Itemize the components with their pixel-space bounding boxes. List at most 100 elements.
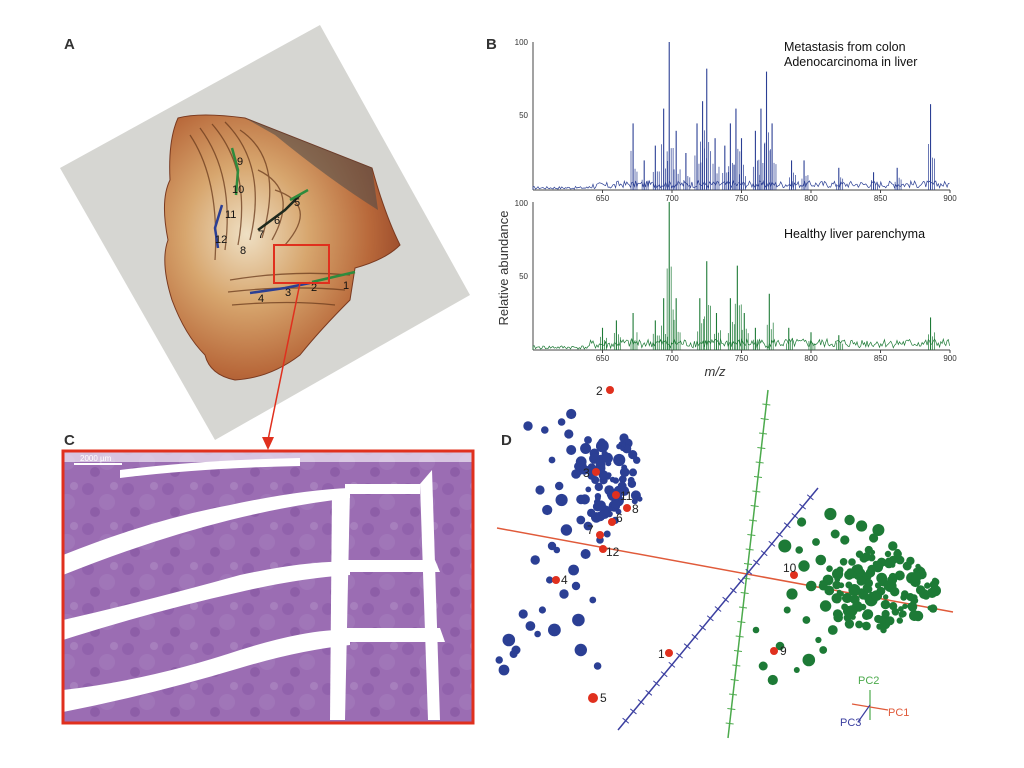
axis-tick xyxy=(727,708,736,710)
pca-point-healthy xyxy=(896,617,903,624)
tumor-annotation-line-1: Metastasis from colon xyxy=(784,40,906,54)
pca-point-healthy xyxy=(840,535,850,545)
pca-point-healthy xyxy=(767,674,778,686)
pca-point-healthy xyxy=(798,560,810,572)
pca-point-healthy xyxy=(778,539,792,553)
panel-letter-b: B xyxy=(486,36,497,53)
pca-point-tumor xyxy=(593,662,602,670)
sample-label-1: 1 xyxy=(658,647,665,661)
pca-point-healthy xyxy=(911,597,919,604)
sample-dot-12 xyxy=(599,545,607,553)
x-tick-label: 800 xyxy=(804,194,818,203)
pca-point-healthy xyxy=(841,603,849,611)
pca-point-tumor xyxy=(555,481,564,491)
pca-point-healthy xyxy=(885,616,895,626)
pca-point-healthy xyxy=(827,625,838,635)
bottom-ytick-100: 100 xyxy=(515,199,529,208)
axis-tick xyxy=(732,664,741,667)
pca-point-tumor xyxy=(530,555,540,565)
pca-point-healthy xyxy=(880,599,891,610)
pca-point-tumor xyxy=(615,508,622,515)
section-marker-green-1 xyxy=(311,270,356,284)
pca-point-tumor xyxy=(541,426,549,434)
axis-tick xyxy=(752,490,761,493)
axis-tick xyxy=(683,643,691,650)
axis-tick xyxy=(706,615,714,622)
pca-point-healthy xyxy=(834,576,841,583)
pca-point-healthy xyxy=(812,538,820,546)
pca-point-healthy xyxy=(819,600,832,612)
dark-edge xyxy=(245,118,378,210)
pca-point-healthy xyxy=(931,577,938,584)
pca-point-healthy xyxy=(758,661,768,671)
axis-tick xyxy=(714,606,722,612)
top-ytick-50: 50 xyxy=(519,111,528,120)
pca-point-healthy xyxy=(848,585,854,590)
pca-point-healthy xyxy=(911,572,922,583)
axis-tick xyxy=(722,596,730,603)
scale-bar-label: 2000 µm xyxy=(80,454,112,463)
pca-point-tumor xyxy=(598,438,606,446)
x-tick-label: 850 xyxy=(874,194,888,203)
section-marker-blue-3 xyxy=(249,281,311,295)
tissue-gaps xyxy=(63,451,473,720)
panel-letter-d: D xyxy=(501,432,512,449)
pca-point-tumor xyxy=(583,521,593,531)
tumor-annotation-line-2: Adenocarcinoma in liver xyxy=(784,55,918,69)
sample-dot-9 xyxy=(770,647,778,655)
axis-tick xyxy=(748,519,758,522)
pca-point-healthy xyxy=(853,564,863,574)
section-marker-dark-7 xyxy=(257,194,301,232)
pc3-ticks xyxy=(622,494,814,724)
pca-point-tumor xyxy=(560,524,573,536)
tissue-cuts xyxy=(189,121,351,306)
pca-point-tumor xyxy=(555,493,568,507)
pca-point-healthy xyxy=(856,520,868,532)
panel-c-histology: 2000 µm xyxy=(61,449,475,725)
pca-point-healthy xyxy=(797,517,807,527)
pca-point-tumor xyxy=(589,453,600,464)
sample-dot-5 xyxy=(588,693,598,703)
pca-point-healthy xyxy=(819,646,828,654)
section-label-11: 11 xyxy=(225,209,236,221)
pca-point-tumor xyxy=(627,479,637,488)
pca-point-healthy xyxy=(888,555,898,565)
pca-point-tumor xyxy=(498,664,510,676)
pca-point-tumor xyxy=(548,456,556,464)
axis-tick xyxy=(660,671,668,678)
axis-tick xyxy=(699,624,707,631)
pca-point-tumor xyxy=(603,530,611,538)
pca-point-healthy xyxy=(859,588,865,594)
pca-point-healthy xyxy=(865,568,876,578)
bottom-x-ticks: 650 700 750 800 850 900 xyxy=(596,350,957,363)
axis-tick xyxy=(745,548,754,551)
axis-tick xyxy=(760,418,769,420)
section-label-7: 7 xyxy=(258,229,264,241)
pca-point-healthy xyxy=(867,597,875,606)
pca-point-healthy xyxy=(783,606,791,614)
panel-letter-a: A xyxy=(64,36,75,53)
spectra-y-axis-label: Relative abundance xyxy=(496,211,511,326)
axis-tick xyxy=(753,476,763,478)
x-tick-label: 750 xyxy=(735,194,749,203)
axis-tick xyxy=(747,534,756,536)
x-tick-label: 650 xyxy=(596,194,610,203)
pca-point-healthy xyxy=(864,578,873,588)
pca-point-healthy xyxy=(924,582,931,589)
pca-point-tumor xyxy=(534,630,541,638)
pca-point-healthy xyxy=(815,636,822,644)
healthy-spectrum-annotation: Healthy liver parenchyma xyxy=(784,227,925,242)
highlighted-samples: 1 2 3 4 5 6 7 8 9 10 11 12 xyxy=(552,384,798,705)
spectrum-noise xyxy=(532,179,950,190)
pc2-label: PC2 xyxy=(858,675,879,687)
sample-dot-3 xyxy=(592,468,600,476)
pca-points xyxy=(495,408,941,686)
sample-dot-11 xyxy=(612,491,620,499)
pca-point-healthy xyxy=(824,507,837,521)
pca-point-tumor xyxy=(595,500,606,511)
sample-label-8: 8 xyxy=(632,502,639,516)
pca-point-healthy xyxy=(869,549,876,555)
pc3-label: PC3 xyxy=(840,717,861,729)
pca-point-tumor xyxy=(585,486,592,493)
axis-tick xyxy=(768,540,776,547)
